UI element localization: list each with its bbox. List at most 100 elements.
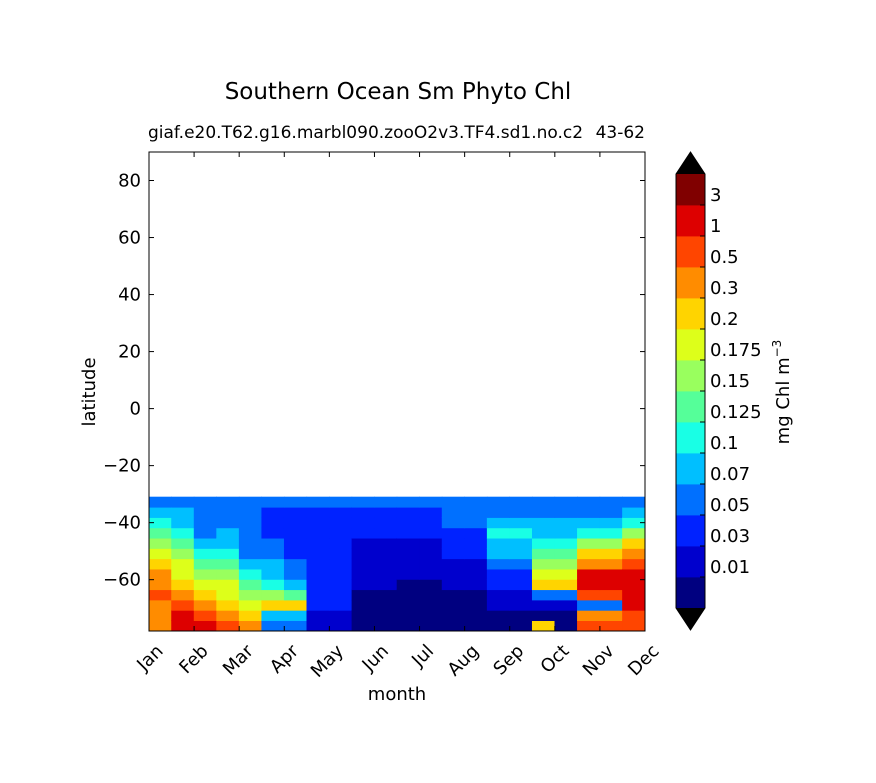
contour-cell [464, 589, 488, 601]
contour-cell [351, 496, 375, 508]
contour-cell [171, 527, 195, 539]
contour-cell [306, 558, 330, 570]
contour-cell [396, 507, 420, 518]
contour-cell [171, 558, 195, 570]
contour-cell [464, 579, 488, 591]
contour-cell [261, 496, 285, 508]
y-tick-label: 40 [118, 285, 141, 306]
contour-cell [238, 589, 263, 601]
contour-cell [419, 507, 443, 518]
contour-cell [149, 496, 172, 508]
contour-cell [441, 599, 465, 611]
contour-cell [531, 589, 556, 601]
contour-cell [306, 579, 330, 591]
contour-cell [238, 579, 263, 591]
contour-cell [531, 558, 556, 570]
contour-cell [577, 517, 601, 529]
contour-cell [171, 496, 195, 508]
contour-cell [531, 507, 556, 518]
contour-cell [351, 620, 375, 631]
contour-cell [599, 496, 623, 508]
y-tick-label: −60 [103, 570, 141, 591]
contour-cell [464, 507, 488, 518]
contour-cell [441, 537, 465, 549]
contour-cell [531, 548, 556, 560]
colorbar-outline [675, 151, 706, 631]
contour-cell [171, 568, 195, 580]
contour-cell [644, 620, 645, 631]
contour-cell [396, 558, 420, 570]
contour-cell [149, 620, 150, 631]
colorbar-swatch [676, 236, 705, 268]
x-tick-label: Mar [219, 640, 258, 679]
contour-cell [329, 620, 353, 631]
contour-cell [216, 610, 240, 621]
contour-cell [283, 589, 308, 601]
contour-cell [216, 620, 240, 631]
contour-cell [464, 496, 488, 508]
contour-cell [554, 507, 578, 518]
chart-title: Southern Ocean Sm Phyto Chl [225, 79, 572, 105]
contour-cell [441, 496, 465, 508]
contour-cell [329, 537, 353, 549]
contour-cell [283, 599, 308, 611]
colorbar-label: mg Chl m−3 [770, 340, 794, 445]
colorbar: 0.01 0.03 0.05 0.07 0.1 0.125 0.15 0.175 0.2 0.3 0… [675, 151, 762, 631]
contour-cell [149, 537, 172, 549]
contour-cell [238, 496, 263, 508]
contour-cell [351, 507, 375, 518]
contour-cell [599, 599, 623, 611]
contour-cell [577, 507, 601, 518]
contour-cell [193, 517, 217, 529]
contour-cell [238, 599, 263, 611]
contour-cell [329, 599, 353, 611]
contour-cell [171, 548, 195, 560]
contour-cell [644, 507, 645, 518]
contour-cell [306, 589, 330, 601]
contour-cell [238, 558, 263, 570]
contour-cell [396, 548, 420, 560]
contour-cell [216, 558, 240, 570]
contour-cell [486, 579, 511, 591]
contour-cell [554, 517, 578, 529]
colorbar-swatch [676, 205, 705, 237]
contour-cell [441, 507, 465, 518]
contour-cell [419, 548, 443, 560]
contour-cell [509, 579, 533, 591]
contour-cell [486, 527, 511, 539]
contour-cell [531, 517, 556, 529]
contour-cell [419, 558, 443, 570]
contour-cell [419, 579, 443, 591]
contour-cell [441, 610, 465, 621]
contour-cell [531, 527, 556, 539]
contour-cell [374, 568, 398, 580]
contour-cell [464, 620, 488, 631]
contour-cell [261, 527, 285, 539]
contour-cell [351, 579, 375, 591]
contour-cell [149, 579, 172, 591]
contour-cell [622, 589, 645, 601]
contour-cell [509, 599, 533, 611]
contour-cell [351, 548, 375, 560]
contour-cell [486, 548, 511, 560]
contour-cell [509, 527, 533, 539]
x-tick-label: Aug [444, 641, 484, 681]
contour-cell [486, 599, 511, 611]
contour-cell [419, 599, 443, 611]
contour-cell [419, 589, 443, 601]
contour-cell [599, 568, 623, 580]
contour-cell [396, 527, 420, 539]
contour-cell [419, 527, 443, 539]
colorbar-label-units: mg Chl m [773, 357, 794, 444]
contour-cell [306, 517, 330, 529]
contour-cell [486, 568, 511, 580]
contour-cell [283, 579, 308, 591]
y-axis-label: latitude [79, 357, 100, 426]
contour-cell [351, 527, 375, 539]
contour-cell [238, 517, 263, 529]
contour-cell [622, 527, 645, 539]
contour-cell [171, 579, 195, 591]
contour-cell [464, 568, 488, 580]
contour-cell [261, 610, 285, 621]
x-tick-label: Sep [489, 641, 528, 680]
